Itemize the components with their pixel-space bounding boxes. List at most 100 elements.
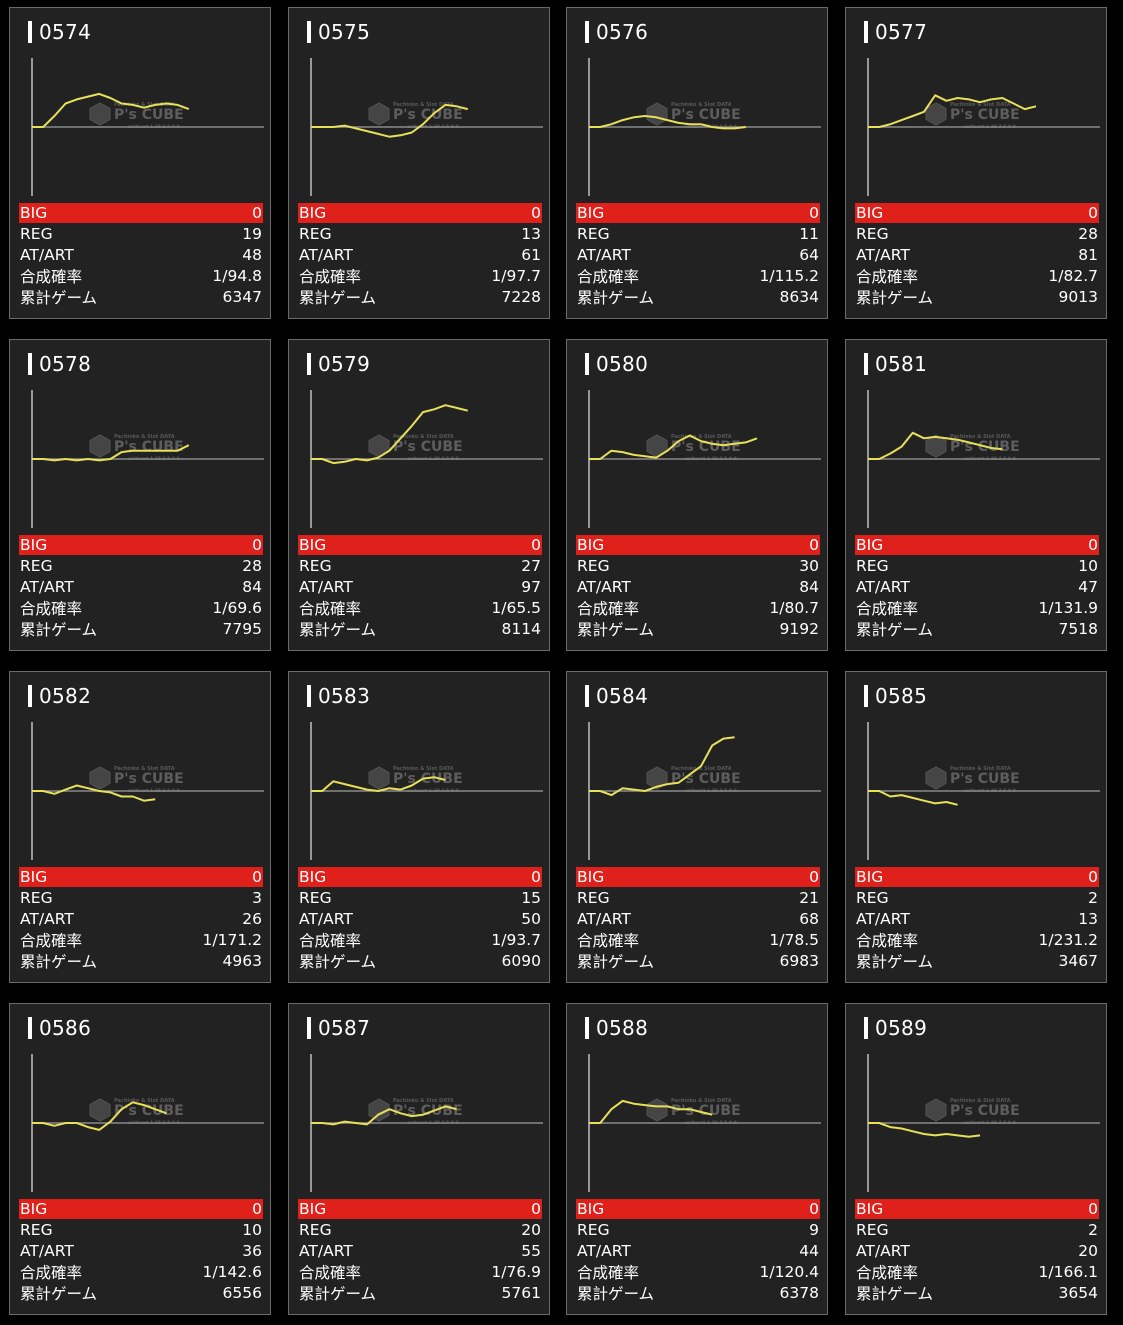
stat-value-at: 50: [521, 909, 541, 928]
stat-row-games: 累計ゲーム 6347: [19, 286, 263, 307]
stats-table: BIG 0 REG 19 AT/ART 48 合成確率 1/94.8 累計ゲーム 6347: [19, 203, 263, 307]
stat-value-prob: 1/142.6: [202, 1262, 262, 1281]
stat-value-games: 8114: [501, 619, 541, 638]
stat-label-games: 累計ゲーム: [299, 620, 377, 639]
machine-number: 0585: [875, 684, 928, 708]
stat-value-big: 0: [252, 536, 262, 554]
stat-label-at: AT/ART: [299, 909, 353, 928]
stat-value-at: 68: [799, 909, 819, 928]
stat-row-reg: REG 13: [298, 223, 542, 244]
stat-label-big: BIG: [20, 1200, 48, 1218]
stat-value-at: 84: [242, 577, 262, 596]
stat-row-prob: 合成確率 1/166.1: [855, 1261, 1099, 1282]
stat-label-prob: 合成確率: [577, 267, 640, 286]
machine-title: 0586: [28, 1016, 91, 1040]
watermark-caption: Pachinko & Slot DATA: [114, 102, 175, 108]
watermark-brand: P's CUBE: [114, 1103, 184, 1119]
watermark-brand: P's CUBE: [671, 1103, 741, 1119]
stat-label-prob: 合成確率: [577, 599, 640, 618]
stat-value-prob: 1/78.5: [769, 930, 819, 949]
stat-label-prob: 合成確率: [856, 931, 919, 950]
stat-label-big: BIG: [577, 536, 605, 554]
stat-label-reg: REG: [577, 888, 610, 907]
stat-label-reg: REG: [299, 888, 332, 907]
title-marker: [307, 1017, 311, 1039]
stat-label-reg: REG: [856, 1220, 889, 1239]
stat-row-at: AT/ART 97: [298, 576, 542, 597]
stat-value-games: 6378: [779, 1283, 819, 1302]
cube-icon: [646, 102, 668, 126]
machine-title: 0589: [864, 1016, 927, 1040]
cube-icon: [925, 434, 947, 458]
stat-label-prob: 合成確率: [299, 1263, 362, 1282]
stat-label-big: BIG: [856, 1200, 884, 1218]
stat-label-games: 累計ゲーム: [856, 620, 934, 639]
stat-value-prob: 1/82.7: [1048, 266, 1098, 285]
stat-row-big: BIG 0: [576, 867, 820, 887]
stat-row-big: BIG 0: [19, 1199, 263, 1219]
stat-row-games: 累計ゲーム 7228: [298, 286, 542, 307]
stat-row-prob: 合成確率 1/76.9: [298, 1261, 542, 1282]
stat-value-reg: 10: [1078, 556, 1098, 575]
stat-row-at: AT/ART 64: [576, 244, 820, 265]
stat-value-at: 84: [799, 577, 819, 596]
payout-line: [589, 1099, 713, 1124]
stat-label-big: BIG: [20, 204, 48, 222]
stats-table: BIG 0 REG 28 AT/ART 81 合成確率 1/82.7 累計ゲーム 9013: [855, 203, 1099, 307]
stat-row-big: BIG 0: [855, 203, 1099, 223]
machine-title: 0583: [307, 684, 370, 708]
stat-label-at: AT/ART: [20, 245, 74, 264]
title-marker: [585, 21, 589, 43]
stat-label-games: 累計ゲーム: [856, 1284, 934, 1303]
machine-title: 0578: [28, 352, 91, 376]
machine-title: 0575: [307, 20, 370, 44]
stat-value-prob: 1/231.2: [1038, 930, 1098, 949]
stats-table: BIG 0 REG 2 AT/ART 13 合成確率 1/231.2 累計ゲーム 3467: [855, 867, 1099, 971]
stat-row-big: BIG 0: [298, 203, 542, 223]
stat-value-big: 0: [1088, 868, 1098, 886]
stat-label-prob: 合成確率: [299, 267, 362, 286]
title-marker: [864, 685, 868, 707]
stat-label-at: AT/ART: [856, 1241, 910, 1260]
stats-table: BIG 0 REG 27 AT/ART 97 合成確率 1/65.5 累計ゲーム 8114: [298, 535, 542, 639]
watermark-caption: Pachinko & Slot DATA: [950, 1098, 1011, 1104]
stat-row-reg: REG 2: [855, 1219, 1099, 1240]
stat-row-at: AT/ART 44: [576, 1240, 820, 1261]
watermark-caption: Pachinko & Slot DATA: [671, 102, 732, 108]
stat-label-games: 累計ゲーム: [20, 288, 98, 307]
stat-value-prob: 1/97.7: [491, 266, 541, 285]
stat-label-reg: REG: [20, 1220, 53, 1239]
stat-value-at: 36: [242, 1241, 262, 1260]
stat-label-big: BIG: [577, 868, 605, 886]
cube-icon: [89, 1098, 111, 1122]
payout-line: [868, 431, 1003, 460]
stat-label-games: 累計ゲーム: [299, 1284, 377, 1303]
stat-row-games: 累計ゲーム 3654: [855, 1282, 1099, 1303]
stat-value-games: 9013: [1058, 287, 1098, 306]
machine-number: 0579: [318, 352, 371, 376]
stat-label-big: BIG: [20, 536, 48, 554]
stat-value-big: 0: [809, 204, 819, 222]
stat-label-prob: 合成確率: [856, 267, 919, 286]
